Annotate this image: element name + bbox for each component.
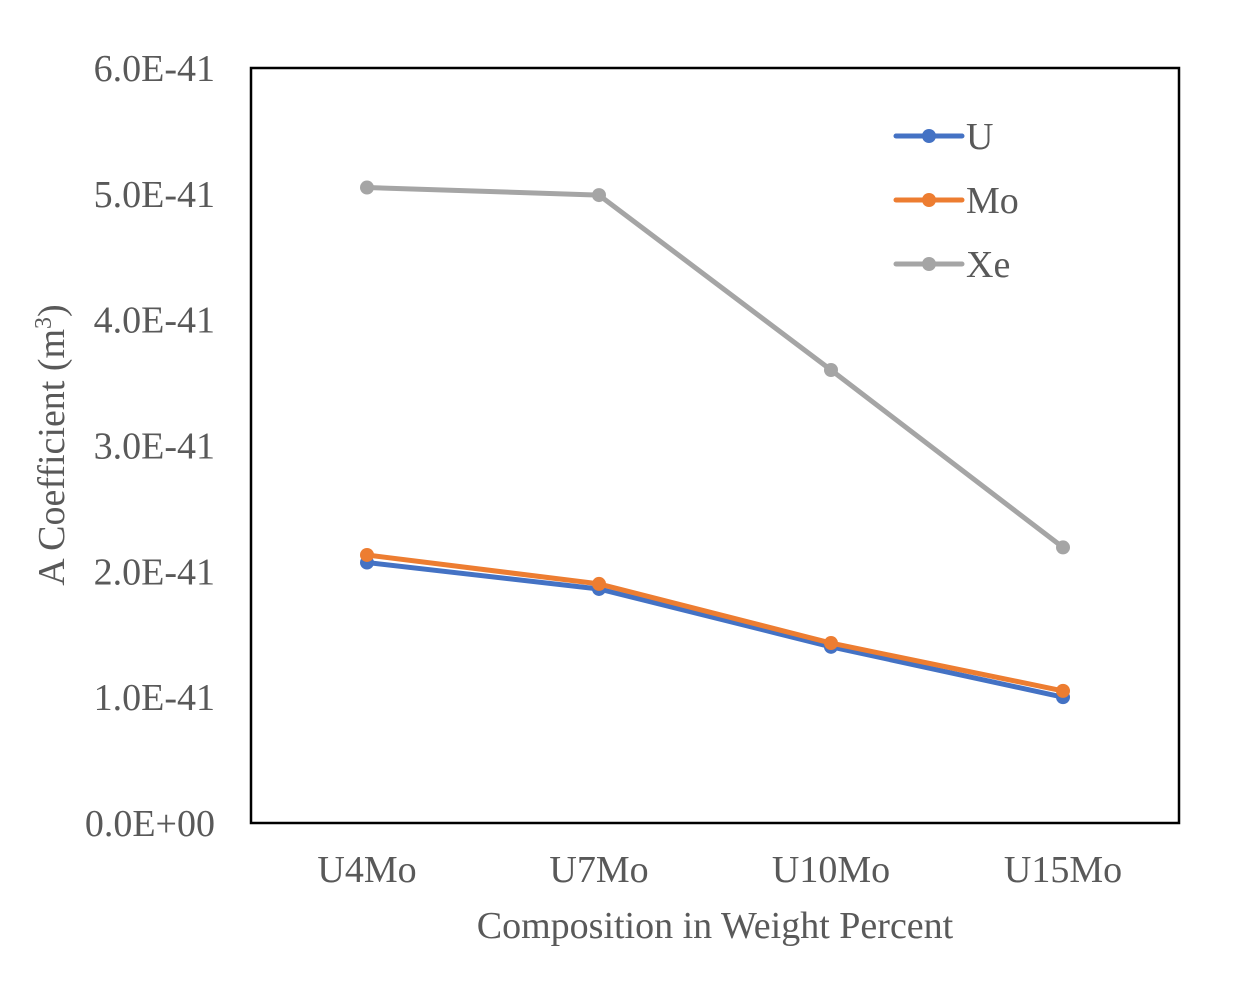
- legend-item-u: U: [893, 116, 993, 158]
- data-point-mo: [360, 547, 374, 562]
- y-tick-label: 2.0E-41: [94, 551, 215, 593]
- data-point-mo: [592, 576, 606, 591]
- x-tick-label: U4Mo: [317, 849, 416, 891]
- y-tick-label: 6.0E-41: [94, 48, 215, 90]
- legend-swatch-marker: [922, 193, 936, 207]
- legend: U Mo Xe: [893, 116, 1019, 286]
- legend-label: Xe: [966, 244, 1010, 286]
- data-point-xe: [360, 180, 374, 195]
- y-axis-title-main: A Coefficient (m: [31, 329, 73, 586]
- y-tick-label: 3.0E-41: [94, 426, 215, 468]
- series-line-xe: [364, 185, 1066, 550]
- legend-swatch-marker: [922, 129, 936, 143]
- x-tick-label: U7Mo: [549, 849, 648, 891]
- x-tick-labels: U4Mo U7Mo U10Mo U15Mo: [317, 849, 1122, 891]
- legend-label: U: [966, 116, 993, 158]
- series-xe: [360, 180, 1070, 555]
- series-layer: [360, 180, 1070, 705]
- series-line-mo: [364, 552, 1066, 694]
- y-tick-label: 5.0E-41: [94, 174, 215, 216]
- x-axis-title: Composition in Weight Percent: [477, 905, 954, 947]
- data-point-xe: [592, 188, 606, 203]
- data-point-xe: [824, 363, 838, 377]
- data-point-mo: [824, 636, 838, 651]
- y-tick-label: 0.0E+00: [85, 803, 215, 845]
- y-tick-label: 1.0E-41: [94, 677, 215, 719]
- legend-item-xe: Xe: [893, 244, 1010, 286]
- legend-swatch-marker: [922, 257, 936, 271]
- y-axis-title-end: ): [31, 304, 73, 317]
- x-tick-label: U15Mo: [1004, 849, 1122, 891]
- data-point-xe: [1056, 540, 1070, 555]
- y-axis-title: A Coefficient (m3): [31, 304, 73, 585]
- y-axis-title-superscript: 3: [31, 317, 57, 329]
- y-tick-label: 4.0E-41: [94, 300, 215, 342]
- x-tick-label: U10Mo: [772, 849, 890, 891]
- series-line-u: [364, 560, 1066, 700]
- data-point-mo: [1056, 683, 1070, 698]
- plot-area: [249, 66, 1181, 825]
- series-mo: [360, 547, 1070, 698]
- legend-label: Mo: [966, 180, 1019, 222]
- legend-item-mo: Mo: [893, 180, 1019, 222]
- y-tick-labels: 0.0E+00 1.0E-41 2.0E-41 3.0E-41 4.0E-41 5.0E-…: [85, 48, 215, 845]
